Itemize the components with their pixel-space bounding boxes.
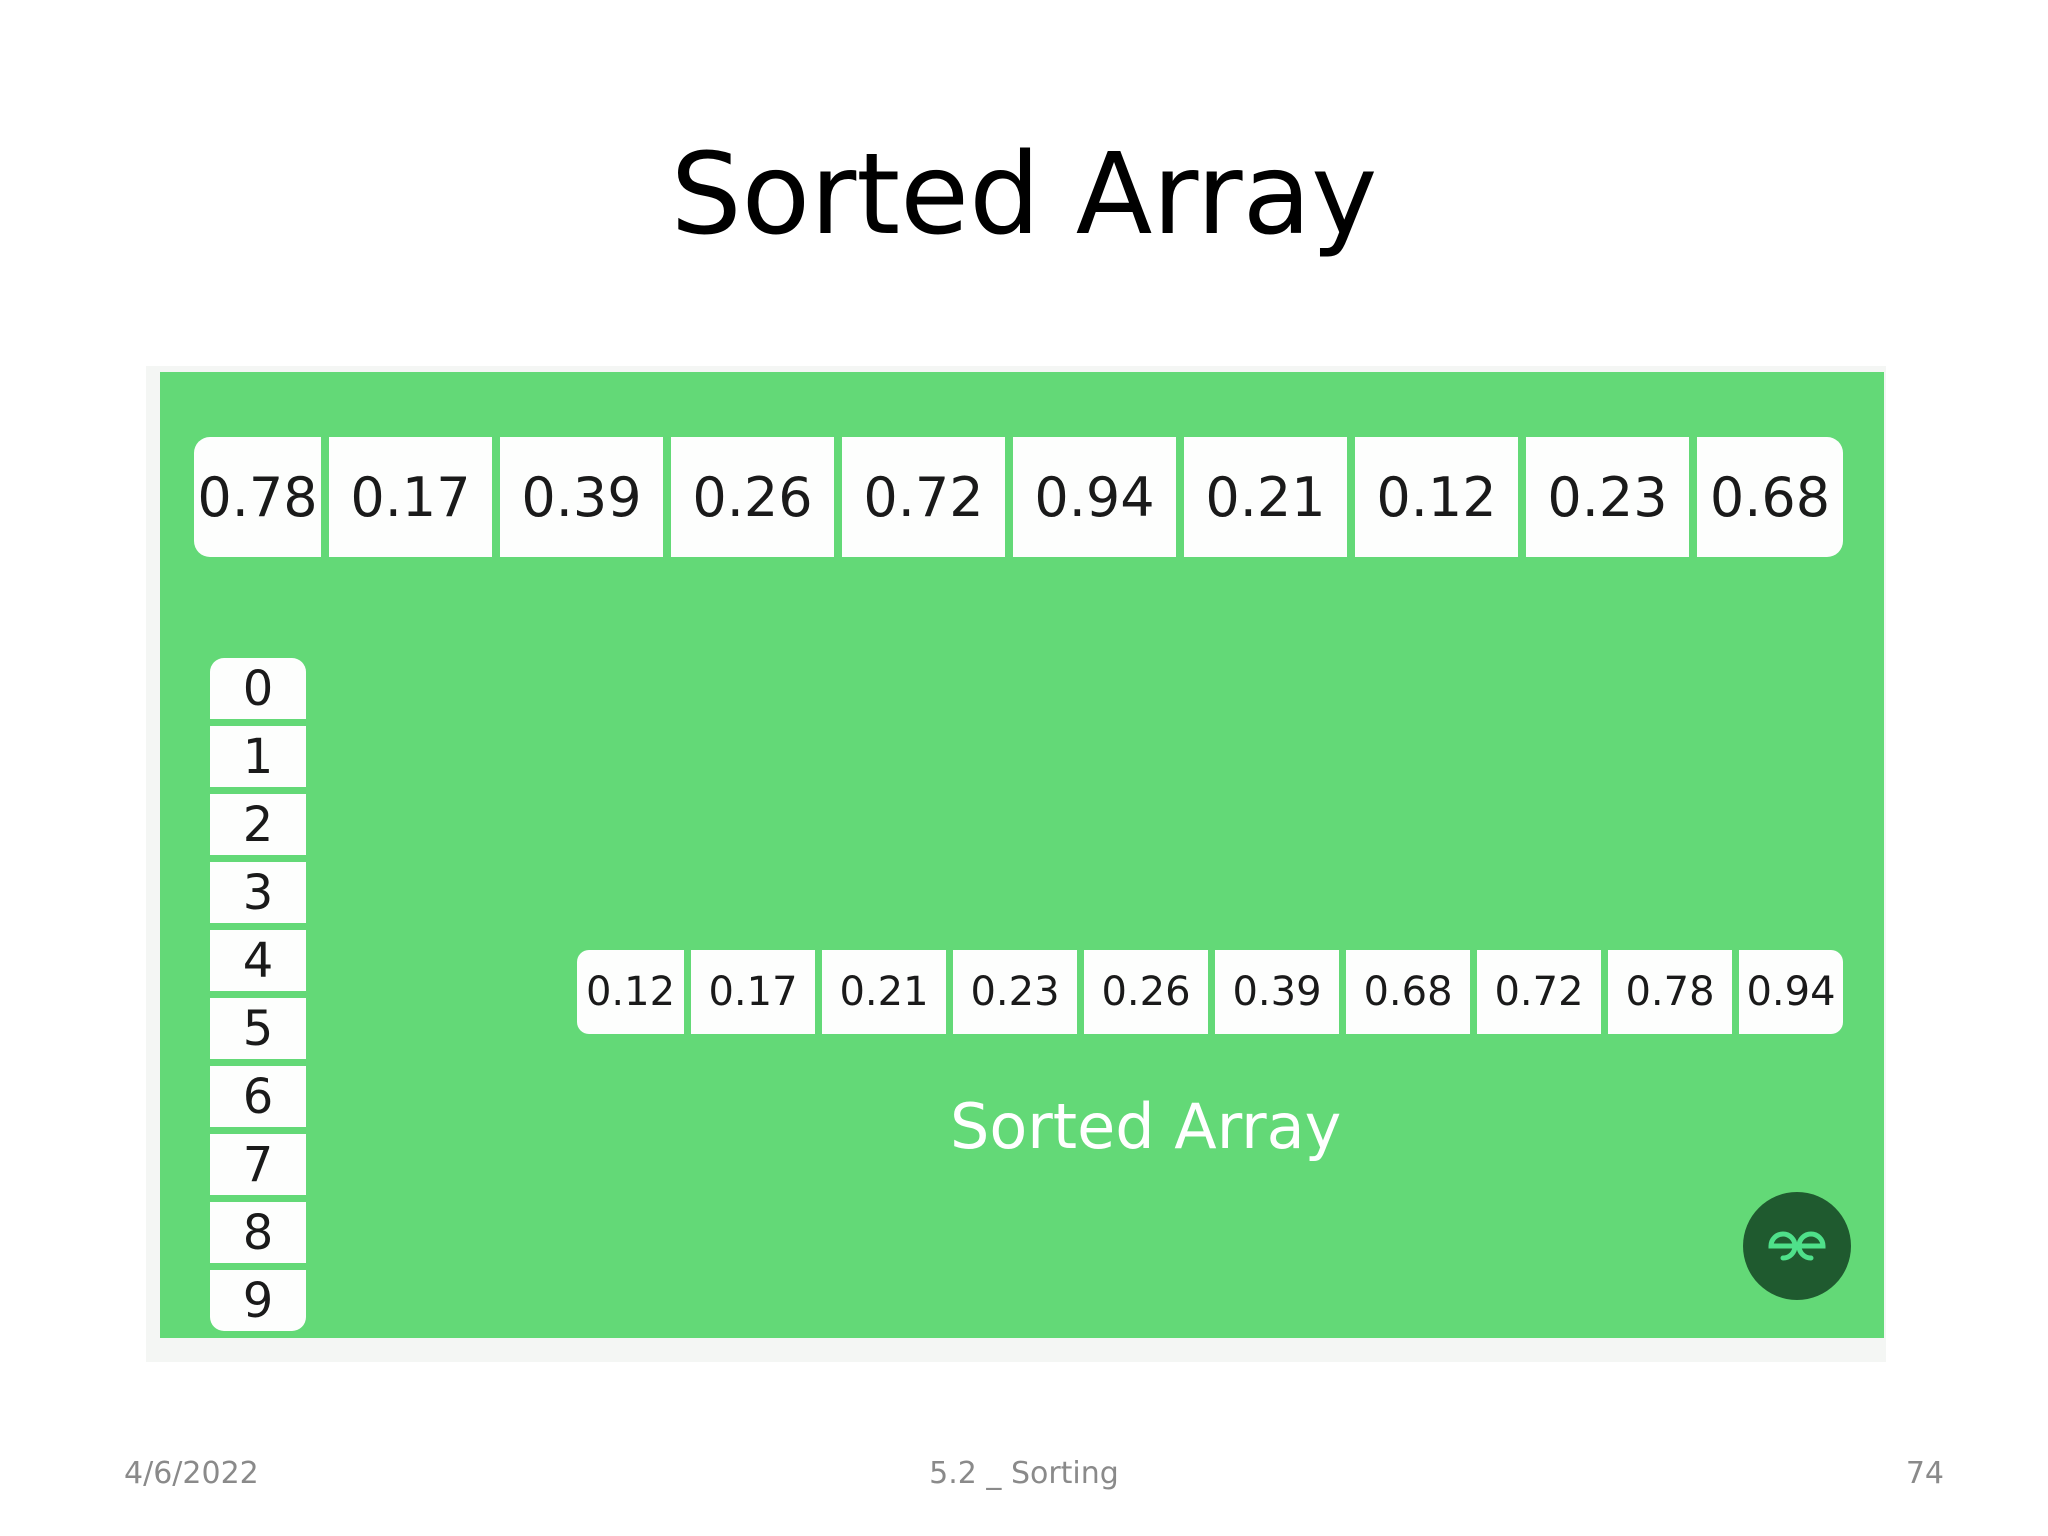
- input-cell: 0.94: [1013, 437, 1176, 557]
- bucket-index: 2: [210, 794, 306, 855]
- bucket-column: 0 1 2 3 4 5 6 7 8 9: [210, 658, 306, 1331]
- input-cell: 0.12: [1355, 437, 1518, 557]
- sorted-cell: 0.26: [1084, 950, 1208, 1034]
- footer-date: 4/6/2022: [124, 1456, 259, 1491]
- sorted-array: 0.12 0.17 0.21 0.23 0.26 0.39 0.68 0.72 …: [577, 950, 1843, 1034]
- sorted-cell: 0.72: [1477, 950, 1601, 1034]
- footer-title: 5.2 _ Sorting: [929, 1456, 1119, 1491]
- bucket-index: 6: [210, 1066, 306, 1127]
- page-number: 74: [1905, 1456, 1944, 1491]
- input-cell: 0.68: [1697, 437, 1843, 557]
- bucket-index: 1: [210, 726, 306, 787]
- bucket-index: 5: [210, 998, 306, 1059]
- figure-caption: Sorted Array: [950, 1090, 1342, 1163]
- sorted-cell: 0.68: [1346, 950, 1470, 1034]
- bucket-index: 3: [210, 862, 306, 923]
- input-cell: 0.72: [842, 437, 1005, 557]
- sorted-cell: 0.12: [577, 950, 684, 1034]
- bucket-index: 4: [210, 930, 306, 991]
- input-cell: 0.21: [1184, 437, 1347, 557]
- bucket-index: 7: [210, 1134, 306, 1195]
- input-cell: 0.26: [671, 437, 834, 557]
- bucket-index: 0: [210, 658, 306, 719]
- input-cell: 0.23: [1526, 437, 1689, 557]
- gfg-logo-icon: [1743, 1192, 1851, 1300]
- bucket-index: 8: [210, 1202, 306, 1263]
- sorted-cell: 0.21: [822, 950, 946, 1034]
- sorted-cell: 0.17: [691, 950, 815, 1034]
- sorted-cell: 0.78: [1608, 950, 1732, 1034]
- sorted-cell: 0.39: [1215, 950, 1339, 1034]
- input-cell: 0.17: [329, 437, 492, 557]
- slide-title: Sorted Array: [670, 130, 1378, 260]
- bucket-sort-figure: 0.78 0.17 0.39 0.26 0.72 0.94 0.21 0.12 …: [160, 372, 1884, 1338]
- input-cell: 0.78: [194, 437, 321, 557]
- bucket-index: 9: [210, 1270, 306, 1331]
- input-array: 0.78 0.17 0.39 0.26 0.72 0.94 0.21 0.12 …: [194, 437, 1843, 557]
- sorted-cell: 0.23: [953, 950, 1077, 1034]
- input-cell: 0.39: [500, 437, 663, 557]
- sorted-cell: 0.94: [1739, 950, 1843, 1034]
